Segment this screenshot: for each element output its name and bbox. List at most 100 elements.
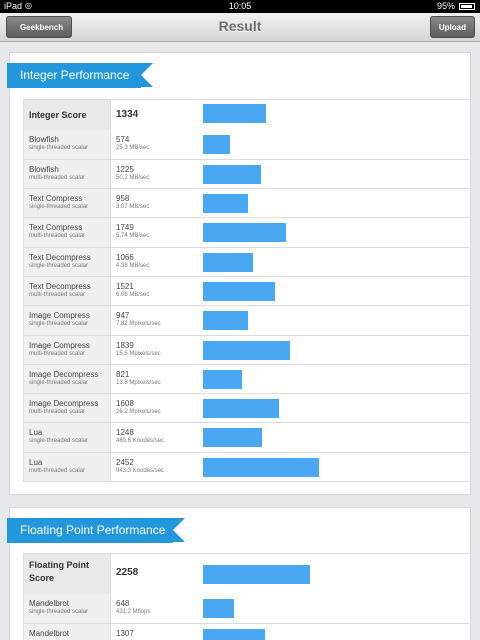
benchmark-name: Blowfish xyxy=(29,164,59,174)
benchmark-row: Text Decompress multi-threaded scalar 1521… xyxy=(24,275,470,306)
benchmark-name: Blowfish xyxy=(29,134,59,144)
benchmark-score: 1521 xyxy=(116,281,134,291)
integer-score-value: 1334 xyxy=(116,109,139,120)
floating-point-score-value: 2258 xyxy=(116,567,139,578)
benchmark-rate: 26.2 Mpixels/sec xyxy=(116,409,161,416)
benchmark-bar xyxy=(203,399,279,419)
benchmark-row: Text Compress single-threaded scalar 958 3.… xyxy=(24,188,470,218)
benchmark-row: Blowfish single-threaded scalar 574 25.3 MB… xyxy=(24,129,470,159)
benchmark-row: Image Decompress single-threaded scalar 82… xyxy=(24,363,470,394)
status-bar: iPad ◎ 10:05 95% xyxy=(0,0,480,13)
integer-performance-panel: Integer Performance Integer Score 1334 B… xyxy=(7,52,471,495)
benchmark-rate: 25.3 MB/sec xyxy=(116,144,150,151)
benchmark-mode: single-threaded scalar xyxy=(29,144,89,151)
integer-score-bar xyxy=(203,104,266,123)
back-button[interactable]: Geekbench xyxy=(6,16,73,38)
integer-score-label: Integer Score xyxy=(29,110,87,120)
benchmark-mode: multi-threaded scalar xyxy=(29,174,86,181)
benchmark-rate: 431.2 Mflops xyxy=(116,609,151,615)
benchmark-name: Text Compress xyxy=(29,194,83,204)
benchmark-bar xyxy=(203,428,262,448)
benchmark-bar xyxy=(203,369,242,389)
benchmark-name: Image Compress xyxy=(29,311,90,321)
benchmark-row: Image Compress multi-threaded scalar 1839 1… xyxy=(24,334,470,364)
benchmark-score: 1225 xyxy=(116,164,134,174)
battery-icon xyxy=(459,3,475,10)
benchmark-score: 958 xyxy=(116,194,130,204)
benchmark-mode: multi-threaded scalar xyxy=(29,467,86,474)
benchmark-rate: 50.2 MB/sec xyxy=(116,174,150,181)
benchmark-score: 2452 xyxy=(116,457,134,467)
benchmark-mode: single-threaded scalar xyxy=(29,262,89,269)
benchmark-score: 1066 xyxy=(116,252,134,262)
benchmark-name: Text Decompress xyxy=(29,281,91,291)
benchmark-rate: 15.5 Mpixels/sec xyxy=(116,350,161,357)
battery-percent: 95% xyxy=(436,1,455,11)
benchmark-row: Text Decompress single-threaded scalar 106… xyxy=(24,246,470,276)
benchmark-mode: multi-threaded scalar xyxy=(29,233,86,240)
benchmark-rate: 13.8 Mpixels/sec xyxy=(116,379,161,386)
benchmark-score: 648 xyxy=(116,599,130,608)
benchmark-name: Image Decompress xyxy=(29,399,99,409)
benchmark-name: Lua xyxy=(29,428,43,438)
floating-point-score-row: Floating Point Score 2258 xyxy=(24,554,470,594)
benchmark-score: 1307 xyxy=(116,629,134,639)
wifi-icon: ◎ xyxy=(25,1,32,10)
integer-performance-heading: Integer Performance xyxy=(7,63,153,88)
carrier-label: iPad xyxy=(4,1,23,11)
floating-point-score-label: Floating Point Score xyxy=(29,560,89,583)
benchmark-rate: 5.74 MB/sec xyxy=(116,233,150,240)
integer-results-table: Integer Score 1334 Blowfish single-thread… xyxy=(23,99,471,483)
benchmark-score: 1839 xyxy=(116,340,134,350)
benchmark-score: 947 xyxy=(116,311,130,321)
benchmark-name: Image Decompress xyxy=(29,369,99,379)
benchmark-rate: 480.6 Knodes/sec xyxy=(116,438,165,445)
benchmark-bar xyxy=(203,252,253,272)
benchmark-name: Text Compress xyxy=(29,223,83,233)
benchmark-name: Mandelbrot xyxy=(29,629,70,639)
battery-level-fill xyxy=(461,5,473,8)
benchmark-row: Mandelbrot single-threaded scalar 648 431.2… xyxy=(24,594,470,624)
benchmark-row: Blowfish multi-threaded scalar 1225 50.2 MB… xyxy=(24,158,470,189)
benchmark-mode: single-threaded scalar xyxy=(29,609,89,615)
benchmark-rate: 3.07 MB/sec xyxy=(116,204,150,211)
benchmark-rate: 943.3 Knodes/sec xyxy=(116,467,165,474)
benchmark-row: Mandelbrot 1307 xyxy=(24,623,470,640)
benchmark-bar xyxy=(203,164,261,184)
benchmark-bar xyxy=(203,599,234,618)
benchmark-rate: 7.82 Mpixels/sec xyxy=(116,321,161,328)
integer-score-row: Integer Score 1334 xyxy=(24,100,470,130)
benchmark-mode: single-threaded scalar xyxy=(29,379,89,386)
benchmark-bar xyxy=(203,194,248,214)
benchmark-mode: single-threaded scalar xyxy=(29,438,89,445)
benchmark-score: 1608 xyxy=(116,399,134,409)
benchmark-mode: single-threaded scalar xyxy=(29,204,89,211)
floating-point-performance-panel: Floating Point Performance Floating Poin… xyxy=(7,507,471,640)
floating-point-performance-heading: Floating Point Performance xyxy=(7,518,185,543)
benchmark-mode: multi-threaded scalar xyxy=(29,291,86,298)
page-title: Result xyxy=(218,18,262,34)
benchmark-mode: multi-threaded scalar xyxy=(29,350,86,357)
benchmark-name: Text Decompress xyxy=(29,252,91,262)
benchmark-rate: 4.38 MB/sec xyxy=(116,262,150,269)
benchmark-bar xyxy=(203,281,275,301)
benchmark-bar xyxy=(203,340,290,360)
benchmark-mode: multi-threaded scalar xyxy=(29,409,86,416)
benchmark-bar xyxy=(203,629,265,640)
benchmark-name: Lua xyxy=(29,457,43,467)
benchmark-name: Image Compress xyxy=(29,340,90,350)
benchmark-row: Image Decompress multi-threaded scalar 160… xyxy=(24,393,470,423)
benchmark-bar xyxy=(203,134,230,154)
benchmark-bar xyxy=(203,311,248,331)
benchmark-score: 1749 xyxy=(116,223,134,233)
benchmark-score: 1248 xyxy=(116,428,134,438)
benchmark-row: Lua single-threaded scalar 1248 480.6 Knode… xyxy=(24,422,470,452)
clock: 10:05 xyxy=(228,1,252,11)
benchmark-row: Image Compress single-threaded scalar 947 7… xyxy=(24,305,470,335)
benchmark-row: Lua multi-threaded scalar 2452 943.3 Knodes… xyxy=(24,451,470,482)
navigation-bar: Geekbench Result Upload xyxy=(0,13,480,42)
benchmark-mode: single-threaded scalar xyxy=(29,321,89,328)
benchmark-rate: 6.06 MB/sec xyxy=(116,291,150,298)
upload-button[interactable]: Upload xyxy=(429,16,475,38)
benchmark-bar xyxy=(203,223,286,243)
